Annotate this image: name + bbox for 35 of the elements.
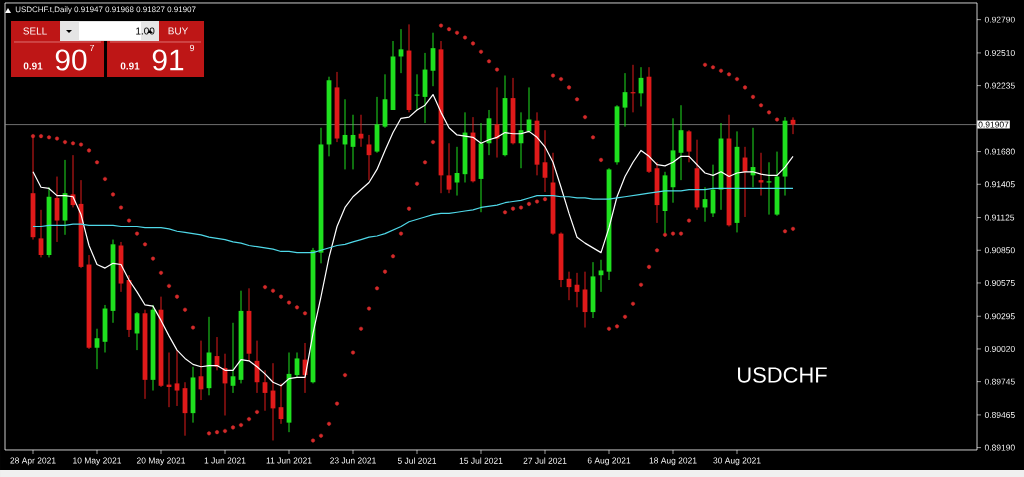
x-tick-label: 30 Aug 2021: [713, 457, 761, 466]
x-tick-label: 23 Jun 2021: [330, 457, 376, 464]
y-tick-label: 0.89465: [984, 411, 1015, 418]
x-tick-label: 11 Jun 2021: [266, 457, 312, 464]
annotation: BUY: [168, 27, 189, 35]
annotation: USDCHF: [738, 367, 827, 383]
y-tick-label: 0.89745: [984, 378, 1015, 385]
annotation: 90: [55, 49, 87, 71]
y-tick-label: 0.90850: [984, 247, 1015, 254]
y-tick-label: 0.89190: [984, 444, 1015, 451]
x-tick-label: 5 Jul 2021: [397, 457, 437, 464]
y-tick-label: 0.92235: [984, 82, 1015, 89]
x-tick-label: 10 May 2021: [73, 457, 122, 466]
y-tick-label: 0.91680: [984, 148, 1015, 155]
y-tick-label: 0.90295: [984, 313, 1015, 320]
x-tick-label: 1 Jun 2021: [204, 457, 246, 464]
y-tick-label: 0.90575: [984, 279, 1015, 286]
x-tick-label: 18 Aug 2021: [649, 457, 697, 466]
x-tick-label: 15 Jul 2021: [459, 457, 503, 464]
annotation: 7: [89, 44, 95, 52]
y-tick-label: 0.90020: [984, 345, 1015, 352]
x-tick-label: 6 Aug 2021: [587, 457, 631, 466]
annotation: 0.91: [23, 62, 43, 70]
ref-line-label: 0.91907: [978, 121, 1009, 128]
annotation: 9: [189, 44, 195, 52]
y-tick-label: 0.91125: [984, 214, 1015, 221]
annotation: 91: [152, 49, 184, 71]
x-tick-label: 20 May 2021: [136, 457, 186, 466]
y-tick-label: 0.92510: [984, 49, 1015, 56]
y-tick-label: 0.91405: [984, 181, 1015, 188]
x-tick-label: 28 Apr 2021: [10, 457, 56, 466]
x-tick-label: 27 Jul 2021: [523, 457, 567, 464]
annotation: 0.91: [120, 62, 140, 70]
annotation: SELL: [23, 27, 47, 35]
y-tick-label: 0.92790: [984, 16, 1015, 23]
